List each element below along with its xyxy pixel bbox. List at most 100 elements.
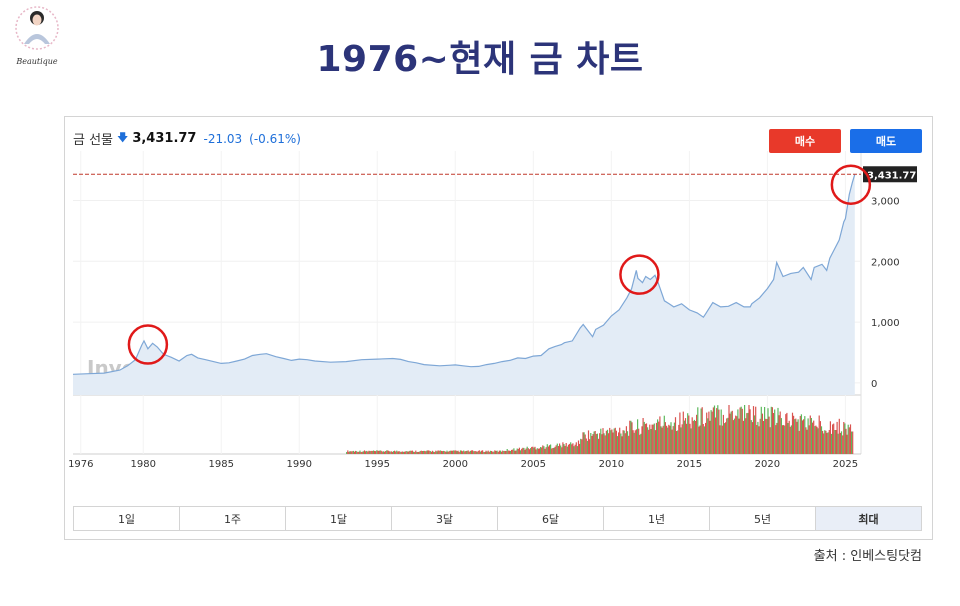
volume-bar xyxy=(366,450,368,454)
volume-bar xyxy=(832,424,834,454)
volume-bar xyxy=(783,425,785,454)
price-change: -21.03 xyxy=(203,131,243,146)
volume-bar xyxy=(698,426,700,454)
volume-bar xyxy=(663,415,665,454)
volume-bar xyxy=(444,451,446,454)
volume-bar xyxy=(590,433,592,454)
range-tab-2[interactable]: 1달 xyxy=(286,507,392,530)
volume-bar xyxy=(456,451,458,454)
sell-button[interactable]: 매도 xyxy=(850,129,922,153)
volume-bar xyxy=(693,419,695,454)
price-tag-label: 3,431.77 xyxy=(867,170,916,181)
volume-bar xyxy=(735,415,737,454)
buy-button[interactable]: 매수 xyxy=(769,129,841,153)
volume-bar xyxy=(585,438,587,454)
volume-bar xyxy=(494,450,496,454)
volume-bar xyxy=(450,450,452,454)
volume-bar xyxy=(730,411,732,454)
volume-bar xyxy=(595,434,597,454)
volume-bar xyxy=(611,429,613,454)
y-tick-label: 3,000 xyxy=(871,197,900,208)
volume-bar xyxy=(741,408,743,454)
volume-bar xyxy=(531,446,533,454)
volume-bar xyxy=(745,418,747,454)
volume-bar xyxy=(694,421,697,454)
volume-bar xyxy=(425,451,427,454)
volume-bar xyxy=(483,451,485,454)
volume-bar xyxy=(348,451,350,454)
volume-bar xyxy=(542,445,544,454)
volume-bar xyxy=(774,409,776,454)
range-tab-6[interactable]: 5년 xyxy=(710,507,816,530)
volume-bar xyxy=(488,451,490,454)
volume-bar xyxy=(370,450,372,454)
source-caption: 출처 : 인베스팅닷컴 xyxy=(813,549,922,564)
volume-bar xyxy=(671,429,673,454)
range-tab-7[interactable]: 최대 xyxy=(816,507,921,530)
volume-bar xyxy=(574,444,576,454)
volume-bar xyxy=(390,451,392,454)
range-tab-3[interactable]: 3달 xyxy=(392,507,498,530)
volume-bar xyxy=(528,449,531,454)
volume-bar xyxy=(356,451,358,454)
volume-bar xyxy=(569,443,571,454)
range-tab-5[interactable]: 1년 xyxy=(604,507,710,530)
volume-bar xyxy=(465,451,467,454)
volume-bar xyxy=(507,450,509,454)
volume-bar xyxy=(448,451,450,454)
volume-bar xyxy=(836,421,838,454)
volume-bar xyxy=(672,426,674,454)
volume-bar xyxy=(751,422,753,454)
volume-bar xyxy=(402,451,405,454)
volume-bar xyxy=(443,450,445,454)
volume-bar xyxy=(460,450,463,454)
volume-bar xyxy=(445,451,447,454)
range-tab-1[interactable]: 1주 xyxy=(180,507,286,530)
volume-bar xyxy=(847,424,849,454)
volume-bar xyxy=(427,450,429,454)
volume-bar xyxy=(589,439,591,454)
volume-bar xyxy=(552,448,554,454)
volume-bar xyxy=(360,452,362,454)
volume-bar xyxy=(738,418,740,454)
volume-bar xyxy=(553,447,555,454)
volume-bar xyxy=(710,410,712,454)
volume-bar xyxy=(648,429,650,454)
volume-bar xyxy=(654,430,656,454)
volume-bar xyxy=(399,451,401,454)
volume-bar xyxy=(718,409,720,454)
volume-bar xyxy=(690,428,692,454)
volume-bar xyxy=(712,407,714,454)
volume-bar xyxy=(699,425,701,454)
volume-bar xyxy=(454,450,456,454)
volume-bar xyxy=(631,422,633,454)
volume-bar xyxy=(727,417,729,454)
y-tick-label: 2,000 xyxy=(871,257,900,268)
gold-price-chart[interactable]: 0 1,000 2,000 3,000 1976 1980 1985 1990 1995 2000… xyxy=(65,117,934,502)
volume-bar xyxy=(630,420,632,454)
range-tab-0[interactable]: 1일 xyxy=(74,507,180,530)
volume-bar xyxy=(788,420,790,454)
logo-text: Beautique xyxy=(15,57,58,66)
volume-bar xyxy=(647,427,649,454)
volume-bar xyxy=(509,450,512,454)
volume-bar xyxy=(667,427,669,454)
volume-bar xyxy=(464,451,466,454)
volume-bar xyxy=(662,425,664,454)
volume-bar xyxy=(412,451,415,454)
volume-bar xyxy=(768,416,770,454)
range-tab-4[interactable]: 6달 xyxy=(498,507,604,530)
volume-bar xyxy=(785,414,787,454)
volume-bar xyxy=(670,422,672,454)
volume-bar xyxy=(353,451,356,454)
volume-bar xyxy=(775,425,777,454)
volume-bar xyxy=(835,430,837,454)
volume-bar xyxy=(746,413,748,454)
volume-bar xyxy=(765,418,767,454)
volume-bar xyxy=(632,430,634,454)
volume-bar xyxy=(700,408,702,454)
volume-bar xyxy=(388,451,390,454)
volume-bar xyxy=(608,433,610,454)
volume-bar xyxy=(737,409,739,454)
volume-bar xyxy=(689,423,691,454)
